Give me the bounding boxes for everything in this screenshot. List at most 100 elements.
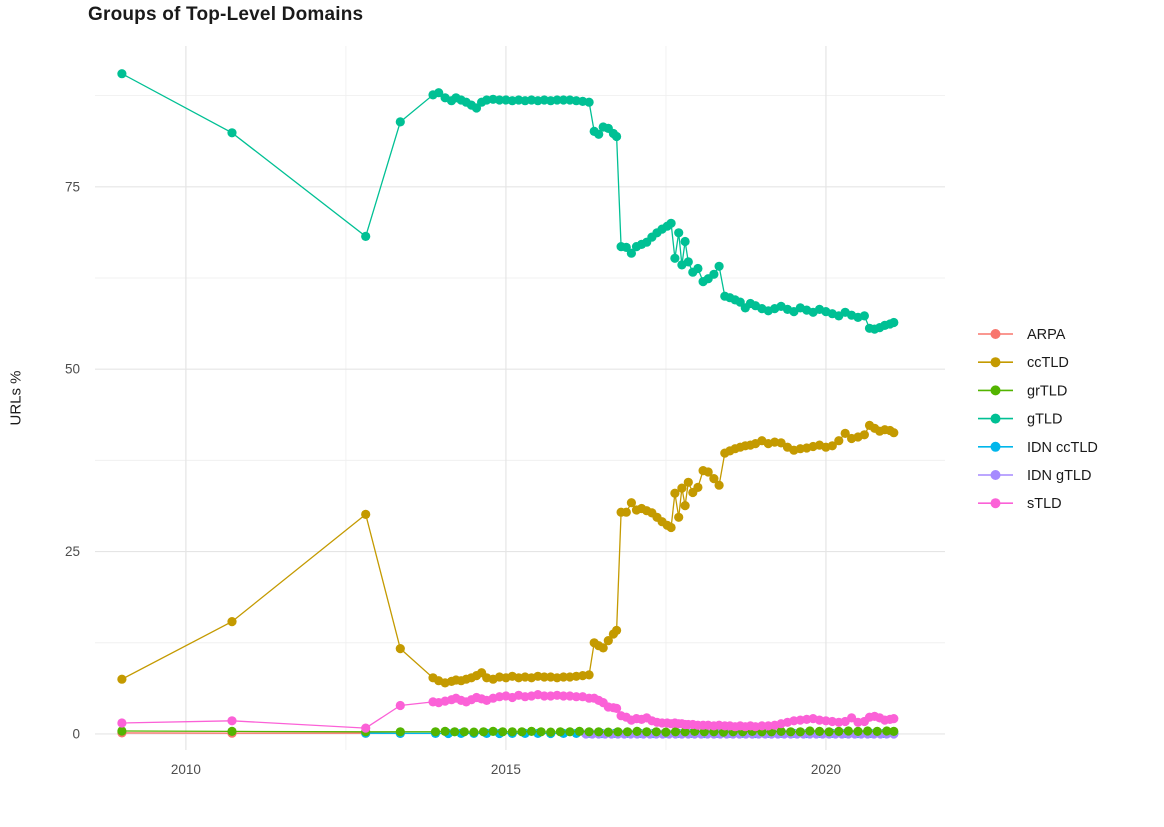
data-point bbox=[117, 69, 127, 79]
data-point bbox=[603, 636, 613, 646]
data-point bbox=[361, 509, 371, 519]
legend-label: sTLD bbox=[1027, 496, 1062, 512]
data-point bbox=[594, 727, 604, 737]
legend-key-point bbox=[990, 357, 1001, 368]
data-point bbox=[558, 672, 569, 682]
data-point bbox=[882, 726, 892, 736]
data-point bbox=[565, 727, 575, 737]
data-point bbox=[526, 726, 537, 737]
data-point bbox=[680, 236, 690, 247]
data-point bbox=[450, 727, 460, 737]
data-point bbox=[693, 263, 703, 274]
data-point bbox=[227, 617, 237, 627]
data-point bbox=[674, 228, 684, 238]
data-point bbox=[843, 726, 854, 736]
data-point bbox=[584, 97, 594, 107]
data-point bbox=[361, 231, 371, 241]
data-point bbox=[859, 430, 870, 440]
legend-label: ccTLD bbox=[1027, 355, 1069, 371]
legend-label: IDN ccTLD bbox=[1027, 440, 1098, 456]
data-point bbox=[683, 477, 693, 487]
data-point bbox=[847, 713, 857, 723]
data-point bbox=[680, 727, 690, 737]
data-point bbox=[494, 95, 505, 105]
data-point bbox=[703, 467, 713, 477]
data-point bbox=[677, 483, 687, 493]
data-point bbox=[613, 727, 623, 737]
data-point bbox=[555, 727, 565, 737]
legend: ARPA ccTLD grTLD gTLD IDN ccTLD IDN gTLD sTLD bbox=[978, 327, 1098, 512]
legend-key-point bbox=[990, 441, 1001, 452]
data-point bbox=[693, 482, 703, 492]
data-point bbox=[714, 261, 724, 271]
axis-tick-labels: 2010 2015 2020 0 25 50 75 bbox=[65, 179, 841, 777]
legend-key-point bbox=[990, 329, 1001, 339]
y-axis-title: URLs % bbox=[7, 370, 25, 426]
data-point bbox=[612, 703, 622, 714]
data-point bbox=[430, 727, 441, 737]
data-point bbox=[507, 727, 517, 737]
data-point bbox=[539, 672, 549, 682]
data-point bbox=[824, 727, 834, 737]
series-gtld bbox=[117, 69, 899, 334]
data-point bbox=[227, 128, 237, 138]
data-point bbox=[395, 727, 405, 737]
legend-item-stld: sTLD bbox=[978, 496, 1062, 512]
data-point bbox=[558, 691, 569, 701]
data-point bbox=[117, 726, 127, 736]
y-tick-label: 75 bbox=[65, 179, 80, 194]
data-point bbox=[670, 727, 681, 737]
series-line bbox=[121, 73, 895, 330]
x-tick-label: 2015 bbox=[491, 762, 521, 777]
data-point bbox=[546, 727, 556, 737]
chart-title: Groups of Top-Level Domains bbox=[88, 4, 364, 25]
legend-item-idn-gtld: IDN gTLD bbox=[978, 468, 1091, 484]
data-point bbox=[776, 726, 786, 737]
data-point bbox=[594, 129, 604, 139]
data-point bbox=[478, 727, 489, 737]
data-point bbox=[459, 727, 469, 737]
data-point bbox=[571, 692, 581, 702]
data-point bbox=[853, 726, 863, 737]
data-point bbox=[552, 95, 562, 105]
data-point bbox=[709, 474, 719, 484]
data-point bbox=[227, 726, 237, 737]
data-point bbox=[863, 726, 873, 736]
data-point bbox=[814, 726, 825, 737]
x-tick-label: 2020 bbox=[811, 762, 841, 777]
data-point bbox=[670, 253, 680, 263]
data-point bbox=[517, 727, 527, 737]
data-point bbox=[674, 512, 684, 522]
series-line bbox=[121, 732, 401, 735]
data-point bbox=[612, 131, 622, 142]
legend-key-point bbox=[990, 413, 1001, 424]
data-point bbox=[488, 726, 498, 737]
data-point bbox=[498, 727, 508, 737]
data-point bbox=[395, 700, 405, 711]
data-point bbox=[889, 428, 899, 438]
data-point bbox=[395, 644, 405, 654]
data-point bbox=[642, 727, 652, 737]
data-point bbox=[612, 625, 622, 636]
data-point bbox=[626, 248, 637, 258]
data-point bbox=[666, 522, 676, 533]
data-point bbox=[574, 726, 585, 737]
data-point bbox=[558, 95, 569, 105]
data-point bbox=[434, 88, 444, 98]
gridlines bbox=[95, 46, 945, 750]
data-point bbox=[709, 269, 719, 279]
data-point bbox=[661, 727, 671, 737]
data-point bbox=[536, 727, 546, 737]
data-point bbox=[834, 436, 844, 446]
legend-label: grTLD bbox=[1027, 383, 1067, 399]
data-point bbox=[395, 117, 405, 127]
data-point bbox=[714, 480, 724, 490]
y-tick-label: 50 bbox=[65, 362, 80, 377]
data-point bbox=[469, 727, 479, 737]
data-point bbox=[786, 727, 796, 737]
data-point bbox=[117, 674, 127, 684]
legend-key-point bbox=[990, 470, 1001, 480]
data-point bbox=[757, 721, 767, 731]
data-point bbox=[584, 670, 594, 680]
